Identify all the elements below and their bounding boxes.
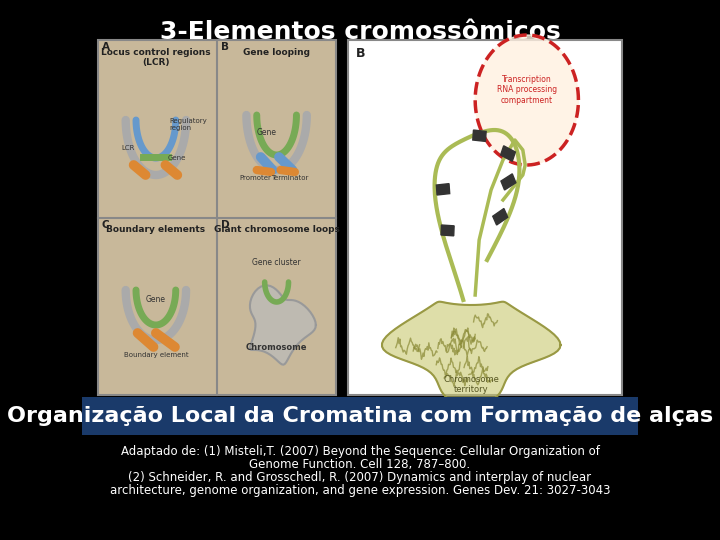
Text: Adaptado de: (1) Misteli,T. (2007) Beyond the Sequence: Cellular Organization of: Adaptado de: (1) Misteli,T. (2007) Beyon…: [120, 445, 600, 458]
Text: Gene: Gene: [146, 295, 166, 304]
Text: D: D: [221, 220, 230, 230]
Text: B: B: [221, 42, 229, 52]
Bar: [501, 174, 516, 190]
FancyBboxPatch shape: [98, 40, 336, 395]
Polygon shape: [250, 285, 316, 364]
Text: (2) Schneider, R. and Grosschedl, R. (2007) Dynamics and interplay of nuclear: (2) Schneider, R. and Grosschedl, R. (20…: [128, 471, 592, 484]
Text: A: A: [102, 42, 110, 52]
Text: Terminator: Terminator: [271, 175, 309, 181]
Bar: [500, 146, 516, 161]
Text: Gene cluster: Gene cluster: [252, 258, 301, 267]
Text: Regulatory
region: Regulatory region: [169, 118, 207, 131]
Text: 3-Elementos cromossômicos: 3-Elementos cromossômicos: [160, 20, 560, 44]
FancyBboxPatch shape: [82, 397, 638, 435]
Text: Locus control regions
(LCR): Locus control regions (LCR): [101, 48, 211, 68]
Text: C: C: [102, 220, 109, 230]
Text: LCR: LCR: [122, 145, 135, 151]
Bar: [436, 184, 450, 195]
Text: Organização Local da Cromatina com Formação de alças: Organização Local da Cromatina com Forma…: [7, 406, 713, 426]
Text: Gene: Gene: [168, 155, 186, 161]
Text: Chromosome: Chromosome: [246, 343, 307, 352]
Text: Transcription
RNA processing
compartment: Transcription RNA processing compartment: [497, 75, 557, 105]
Text: Chromosome
territory: Chromosome territory: [444, 375, 499, 394]
FancyBboxPatch shape: [348, 40, 622, 395]
Text: B: B: [356, 47, 366, 60]
Bar: [492, 208, 508, 225]
Text: Gene looping: Gene looping: [243, 48, 310, 57]
Text: Boundary elements: Boundary elements: [107, 225, 205, 234]
Text: Giant chromosome loops: Giant chromosome loops: [214, 225, 340, 234]
Text: Boundary element: Boundary element: [124, 352, 188, 358]
Polygon shape: [475, 35, 578, 165]
Bar: [473, 130, 486, 141]
Bar: [441, 225, 454, 236]
Text: architecture, genome organization, and gene expression. Genes Dev. 21: 3027-3043: architecture, genome organization, and g…: [109, 484, 611, 497]
Polygon shape: [382, 302, 561, 405]
Text: Gene: Gene: [257, 128, 277, 137]
Text: Genome Function. Cell 128, 787–800.: Genome Function. Cell 128, 787–800.: [249, 458, 471, 471]
Text: Promoter: Promoter: [239, 175, 271, 181]
